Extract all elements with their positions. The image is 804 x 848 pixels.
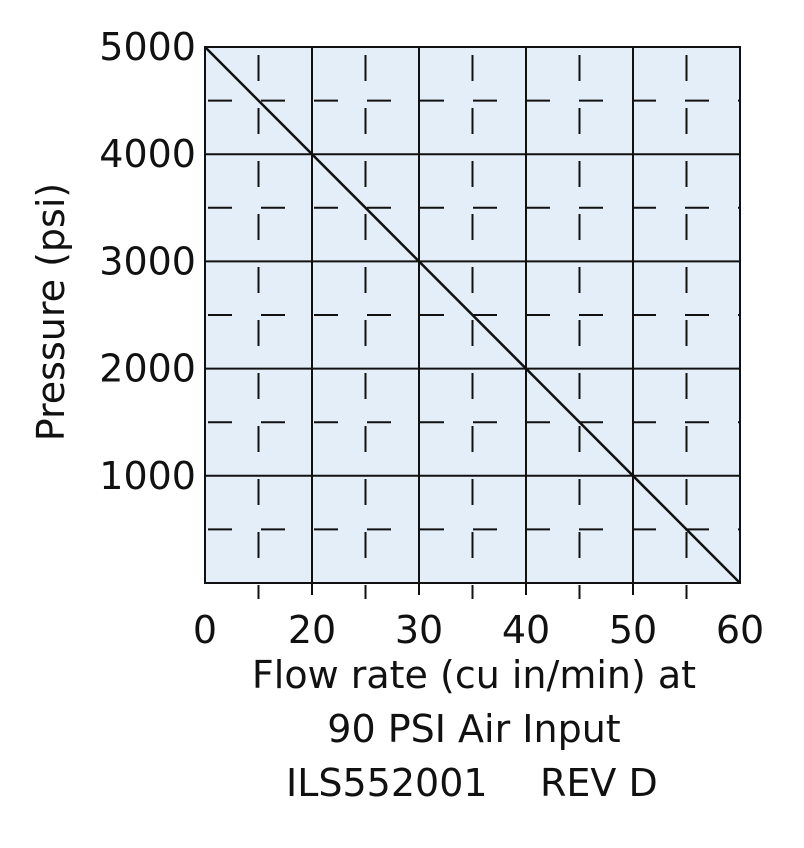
series-line — [204, 46, 741, 584]
revision-label: REV D — [540, 761, 658, 805]
x-tick-label: 40 — [502, 608, 550, 652]
x-tick-label: 50 — [609, 608, 657, 652]
y-tick-label: 2000 — [99, 347, 196, 391]
tick-label-layer: 0 20 30 40 50 60 1000 2000 3000 4000 5000 — [99, 25, 764, 652]
x-tick-label: 30 — [395, 608, 443, 652]
plot-frame — [204, 46, 741, 584]
y-tick-label: 1000 — [99, 454, 196, 498]
y-tick-label: 5000 — [99, 25, 196, 69]
y-tick-label: 3000 — [99, 239, 196, 283]
series-layer — [204, 46, 741, 584]
x-axis-title: Flow rate (cu in/min) at — [252, 653, 696, 697]
document-id: ILS552001 — [286, 761, 488, 805]
y-tick-label: 4000 — [99, 132, 196, 176]
x-tick-label: 0 — [193, 608, 217, 652]
x-axis-title-line2: 90 PSI Air Input — [327, 707, 620, 751]
y-axis-title: Pressure (psi) — [29, 183, 73, 441]
x-tick-label: 60 — [716, 608, 764, 652]
grid-layer — [205, 47, 740, 599]
x-tick-label: 20 — [288, 608, 336, 652]
